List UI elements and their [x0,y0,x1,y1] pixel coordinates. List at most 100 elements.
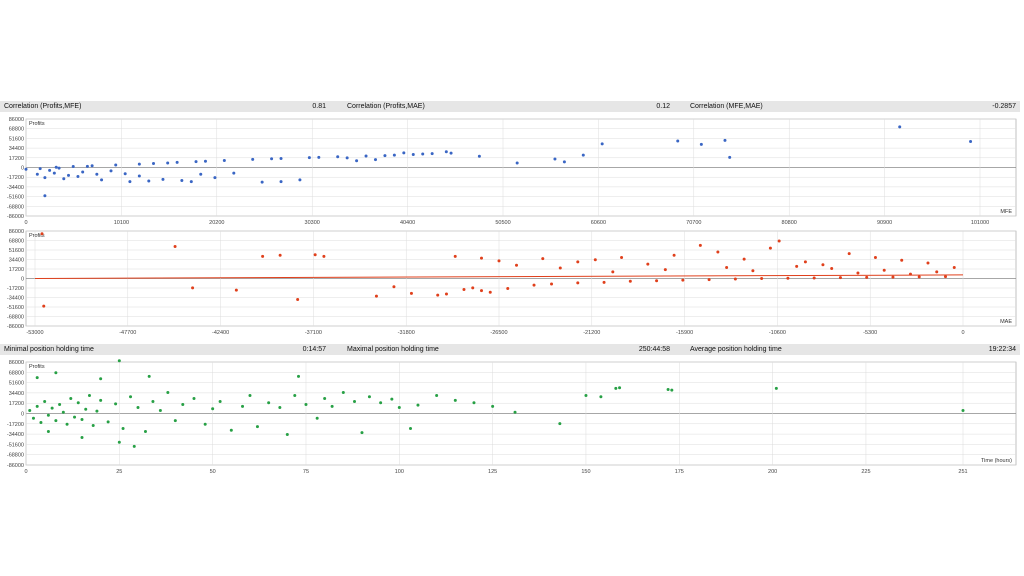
y-tick-label: -68800 [7,453,24,459]
data-point [24,167,28,171]
x-axis-label: MFE [1000,209,1012,215]
data-point [61,410,65,414]
x-tick-label: 200 [768,469,777,475]
x-tick-label: -47700 [119,330,136,336]
min-hold-value: 0:14:57 [302,346,326,353]
data-point [435,394,439,398]
y-tick-label: 51600 [9,381,24,387]
data-point [935,270,939,274]
data-point [48,168,52,172]
corr-mfe-mae-value: -0.2857 [992,103,1016,110]
data-point [307,156,311,160]
data-point [279,156,283,160]
data-point [676,139,680,143]
data-point [57,166,61,170]
data-point [926,261,930,265]
data-point [91,423,95,427]
y-tick-label: 68800 [9,370,24,376]
y-tick-label: -86000 [7,463,24,469]
corr-profits-mfe-value: 0.81 [312,103,326,110]
y-tick-label: -68800 [7,315,24,321]
max-hold-label: Maximal position holding time [347,346,439,353]
x-tick-label: -10600 [769,330,786,336]
data-point [175,160,179,164]
data-point [129,395,133,399]
data-point [646,262,650,266]
data-point [128,180,132,184]
data-point [416,403,420,407]
data-point [99,398,103,402]
data-point [600,142,604,146]
y-axis-label: Profits [29,364,45,370]
data-point [345,156,349,160]
data-point [298,178,302,182]
x-tick-label: -15900 [676,330,693,336]
data-point [54,165,58,169]
data-point [847,252,851,256]
data-point [479,256,483,260]
data-point [611,270,615,274]
data-point [515,263,519,267]
data-point [614,386,618,390]
data-point [593,258,597,262]
data-point [199,172,203,176]
data-point [397,406,401,410]
avg-hold-label: Average position holding time [690,346,782,353]
data-point [69,397,73,401]
x-tick-label: 40400 [400,220,415,226]
data-point [795,264,799,268]
data-point [898,125,902,129]
data-point [472,401,476,405]
data-point [462,288,466,292]
x-tick-label: 80800 [782,220,797,226]
data-point [628,279,632,283]
data-point [121,426,125,430]
data-point [267,401,271,405]
data-point [873,256,877,260]
data-point [891,275,895,279]
data-point [584,394,588,398]
data-point [203,159,207,163]
data-point [838,276,842,280]
y-tick-label: 17200 [9,156,24,162]
min-hold-label: Minimal position holding time [4,346,94,353]
y-tick-label: 68800 [9,127,24,133]
data-point [80,435,84,439]
data-point [211,407,215,411]
data-point [599,395,603,399]
data-point [488,290,492,294]
data-point [161,177,165,181]
corr-profits-mae-label: Correlation (Profits,MAE) [347,103,425,110]
data-point [355,159,359,163]
y-tick-label: 51600 [9,136,24,142]
data-point [360,431,364,435]
data-point [409,291,413,295]
y-tick-label: 86000 [9,360,24,366]
y-tick-label: -34400 [7,296,24,302]
data-point [279,180,283,184]
data-point [191,286,195,290]
data-point [444,150,448,154]
y-tick-label: -34400 [7,432,24,438]
data-point [137,174,141,178]
data-point [821,263,825,267]
data-point [436,293,440,297]
y-tick-label: -86000 [7,214,24,220]
data-point [620,256,624,260]
x-tick-label: 251 [958,469,967,475]
data-point [364,154,368,158]
data-point [218,400,222,404]
x-tick-label: -42400 [212,330,229,336]
data-point [728,155,732,159]
data-point [402,151,406,155]
corr-profits-mae-value: 0.12 [656,103,670,110]
data-point [151,400,155,404]
data-point [255,425,259,429]
data-point [35,376,39,380]
y-axis-label: Profits [29,233,45,239]
x-tick-label: 30300 [305,220,320,226]
x-axis-label: Time (hours) [981,458,1012,464]
data-point [742,257,746,261]
data-point [297,374,301,378]
data-point [81,170,85,174]
